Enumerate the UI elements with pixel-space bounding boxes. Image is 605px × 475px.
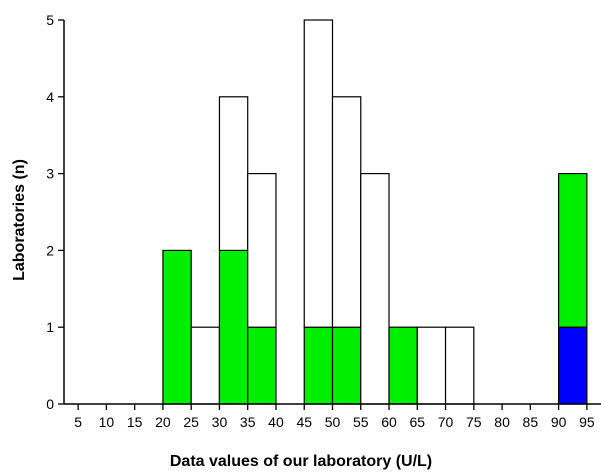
bar-white-70 [416,326,447,405]
y-tick-label-2: 2 [46,242,54,258]
bar-green-65 [388,326,418,405]
x-tick-label-95: 95 [579,414,595,430]
x-tick-label-40: 40 [268,414,284,430]
x-tick-label-10: 10 [99,414,115,430]
bar-white-35 [218,96,249,252]
x-tick-label-45: 45 [296,414,312,430]
bar-green-95 [558,173,588,328]
bar-green-55 [331,326,362,405]
x-tick-label-75: 75 [466,414,482,430]
y-tick-label-1: 1 [46,319,54,335]
bar-green-35 [218,249,249,405]
bar-green-50 [303,326,334,405]
x-tick-label-35: 35 [240,414,256,430]
x-tick-label-20: 20 [155,414,171,430]
y-tick-label-0: 0 [46,396,54,412]
x-tick-label-80: 80 [494,414,510,430]
y-tick-label-3: 3 [46,166,54,182]
x-tick-label-15: 15 [127,414,143,430]
x-tick-label-90: 90 [551,414,567,430]
bar-white-40 [247,173,277,328]
x-tick-label-70: 70 [438,414,454,430]
x-tick-label-5: 5 [74,414,82,430]
x-axis-ticks: 5 10 15 20 25 30 35 40 45 50 55 60 65 70 75 80 85 90 95 [74,404,595,430]
x-tick-label-30: 30 [212,414,228,430]
bars-layer [162,19,588,405]
bar-green-40 [247,326,277,405]
bar-white-50 [303,19,334,328]
x-tick-label-60: 60 [381,414,397,430]
bar-blue-95 [558,326,588,405]
bar-green-25 [162,249,192,405]
bar-white-30 [190,326,221,405]
bar-white-75 [444,326,475,405]
x-tick-label-65: 65 [410,414,426,430]
y-axis-title: Laboratories (n) [11,159,28,281]
bar-white-55 [331,96,362,328]
bar-white-60 [360,173,390,405]
y-tick-label-4: 4 [46,89,54,105]
x-axis-title: Data values of our laboratory (U/L) [170,453,432,470]
y-tick-label-5: 5 [46,12,54,28]
x-tick-label-25: 25 [183,414,199,430]
x-tick-label-55: 55 [353,414,369,430]
y-axis-ticks: 0 1 2 3 4 5 [46,12,64,412]
x-tick-label-85: 85 [523,414,539,430]
x-tick-label-50: 50 [325,414,341,430]
